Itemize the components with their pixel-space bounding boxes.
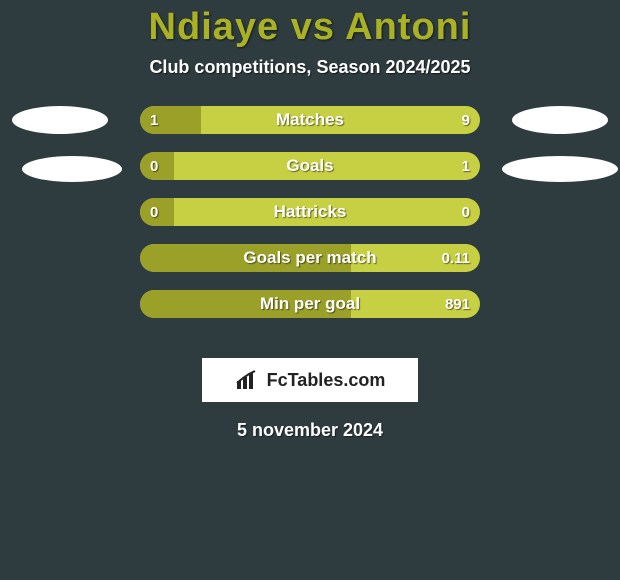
stat-bar-right-value: 1 bbox=[462, 152, 470, 180]
stat-bar-right-value: 9 bbox=[462, 106, 470, 134]
stat-bar-row: Min per goal891 bbox=[140, 290, 480, 318]
subtitle: Club competitions, Season 2024/2025 bbox=[0, 57, 620, 78]
brand-text: FcTables.com bbox=[267, 370, 386, 391]
stat-bar-row: Goals0 1 bbox=[140, 152, 480, 180]
stat-bar-row: Hattricks0 0 bbox=[140, 198, 480, 226]
stat-bar-right-value: 891 bbox=[445, 290, 470, 318]
stat-bar-left-value: 0 bbox=[150, 198, 158, 226]
stat-bar-label: Min per goal bbox=[140, 290, 480, 318]
stat-bars: Matches19Goals01Hattricks00Goals per mat… bbox=[140, 106, 480, 336]
bars-chart-icon bbox=[235, 369, 261, 391]
stat-bar-left-value: 1 bbox=[150, 106, 158, 134]
team-right-ellipse-2 bbox=[502, 156, 618, 182]
stat-bar-label: Hattricks bbox=[140, 198, 480, 226]
comparison-infographic: Ndiaye vs Antoni Club competitions, Seas… bbox=[0, 0, 620, 580]
team-right-ellipse-1 bbox=[512, 106, 608, 134]
stat-bar-row: Goals per match0.11 bbox=[140, 244, 480, 272]
stat-bar-right-value: 0.11 bbox=[442, 244, 470, 272]
stat-bar-left-value: 0 bbox=[150, 152, 158, 180]
stat-bar-label: Goals per match bbox=[140, 244, 480, 272]
stat-bar-row: Matches1 9 bbox=[140, 106, 480, 134]
team-left-ellipse-1 bbox=[12, 106, 108, 134]
stat-bar-label: Goals bbox=[140, 152, 480, 180]
stat-bar-right-value: 0 bbox=[462, 198, 470, 226]
content-region: Matches19Goals01Hattricks00Goals per mat… bbox=[0, 106, 620, 356]
team-left-ellipse-2 bbox=[22, 156, 122, 182]
date-text: 5 november 2024 bbox=[0, 420, 620, 441]
page-title: Ndiaye vs Antoni bbox=[0, 0, 620, 49]
stat-bar-label: Matches bbox=[140, 106, 480, 134]
brand-box: FcTables.com bbox=[202, 358, 418, 402]
